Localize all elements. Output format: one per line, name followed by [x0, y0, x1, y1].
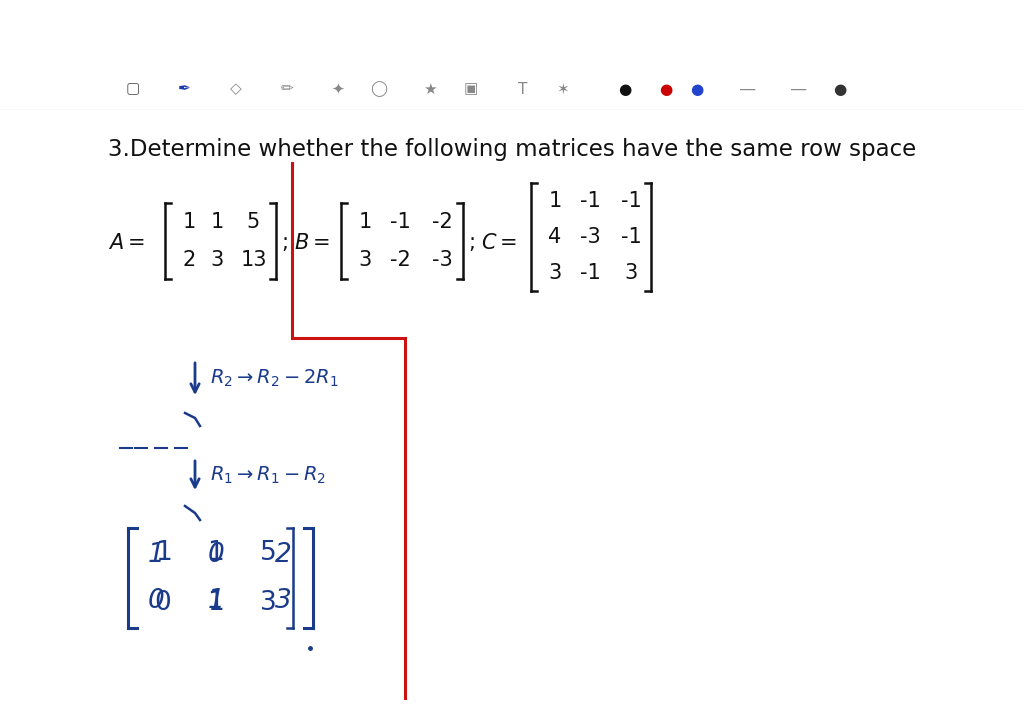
Text: ◇: ◇ [229, 82, 242, 97]
Text: ✏: ✏ [281, 82, 293, 97]
Text: -3: -3 [580, 227, 600, 247]
Text: $R_1{\rightarrow}R_1-R_2$: $R_1{\rightarrow}R_1-R_2$ [210, 465, 327, 485]
Text: A16 ⌄: A16 ⌄ [482, 40, 542, 58]
Text: ;: ; [281, 233, 288, 253]
Text: 0: 0 [208, 542, 224, 568]
Text: -1: -1 [580, 263, 600, 283]
Text: ●: ● [618, 82, 631, 97]
Text: 4: 4 [549, 227, 561, 247]
Text: all □ 100% ■: all □ 100% ■ [918, 10, 993, 20]
Text: 1: 1 [210, 212, 223, 232]
Text: $B =$: $B =$ [294, 233, 330, 253]
Text: 3: 3 [358, 250, 372, 270]
Text: $A =$: $A =$ [108, 233, 144, 253]
Text: ;: ; [468, 233, 475, 253]
Text: ▣: ▣ [464, 82, 478, 97]
Text: 1: 1 [208, 588, 224, 614]
Text: $R_2{\rightarrow}R_2-2R_1$: $R_2{\rightarrow}R_2-2R_1$ [210, 367, 339, 389]
Text: T: T [517, 82, 527, 97]
Text: 3: 3 [210, 250, 223, 270]
Text: ✦: ✦ [332, 82, 344, 97]
Text: 1: 1 [358, 212, 372, 232]
Text: 3.Determine whether the following matrices have the same row space: 3.Determine whether the following matric… [108, 138, 916, 161]
Text: ...: ... [506, 8, 518, 22]
Text: ◯: ◯ [371, 81, 387, 97]
Text: ―: ― [792, 82, 806, 97]
Text: ●: ● [690, 82, 702, 97]
Text: 5: 5 [247, 212, 260, 232]
Text: 09:41  Tue 9 Jan: 09:41 Tue 9 Jan [41, 9, 136, 21]
Text: -1: -1 [621, 191, 641, 211]
Text: 2: 2 [274, 542, 292, 568]
Text: 0: 0 [147, 588, 165, 614]
Text: -1: -1 [580, 191, 600, 211]
Text: ●: ● [834, 82, 846, 97]
Text: ▢: ▢ [126, 82, 140, 97]
Text: 3: 3 [274, 588, 292, 614]
Text: <: < [31, 39, 49, 59]
Text: 3: 3 [625, 263, 638, 283]
Text: ✒: ✒ [178, 82, 190, 97]
Text: ⋮⋮  Q  □  ↑: ⋮⋮ Q □ ↑ [123, 42, 213, 56]
Text: 13: 13 [241, 250, 266, 270]
Text: 1: 1 [147, 542, 165, 568]
Text: 3: 3 [549, 263, 561, 283]
Text: ―: ― [740, 82, 755, 97]
Text: -2: -2 [389, 250, 411, 270]
Text: ↺  ↻  □  ✕  ...: ↺ ↻ □ ✕ ... [897, 42, 993, 56]
Text: -3: -3 [432, 250, 453, 270]
Text: 1: 1 [549, 191, 561, 211]
Text: 1: 1 [207, 540, 224, 566]
Text: 3: 3 [260, 590, 276, 616]
Text: -1: -1 [621, 227, 641, 247]
Text: 5: 5 [260, 540, 276, 566]
Text: $C =$: $C =$ [481, 233, 517, 253]
Text: ✶: ✶ [557, 82, 569, 97]
Text: ★: ★ [423, 82, 437, 97]
Text: 2: 2 [182, 250, 196, 270]
Text: 0: 0 [155, 590, 171, 616]
Text: ●: ● [659, 82, 672, 97]
Text: -1: -1 [389, 212, 411, 232]
Text: -2: -2 [432, 212, 453, 232]
Text: 1: 1 [207, 590, 224, 616]
Text: 1: 1 [182, 212, 196, 232]
Text: 1: 1 [155, 540, 171, 566]
